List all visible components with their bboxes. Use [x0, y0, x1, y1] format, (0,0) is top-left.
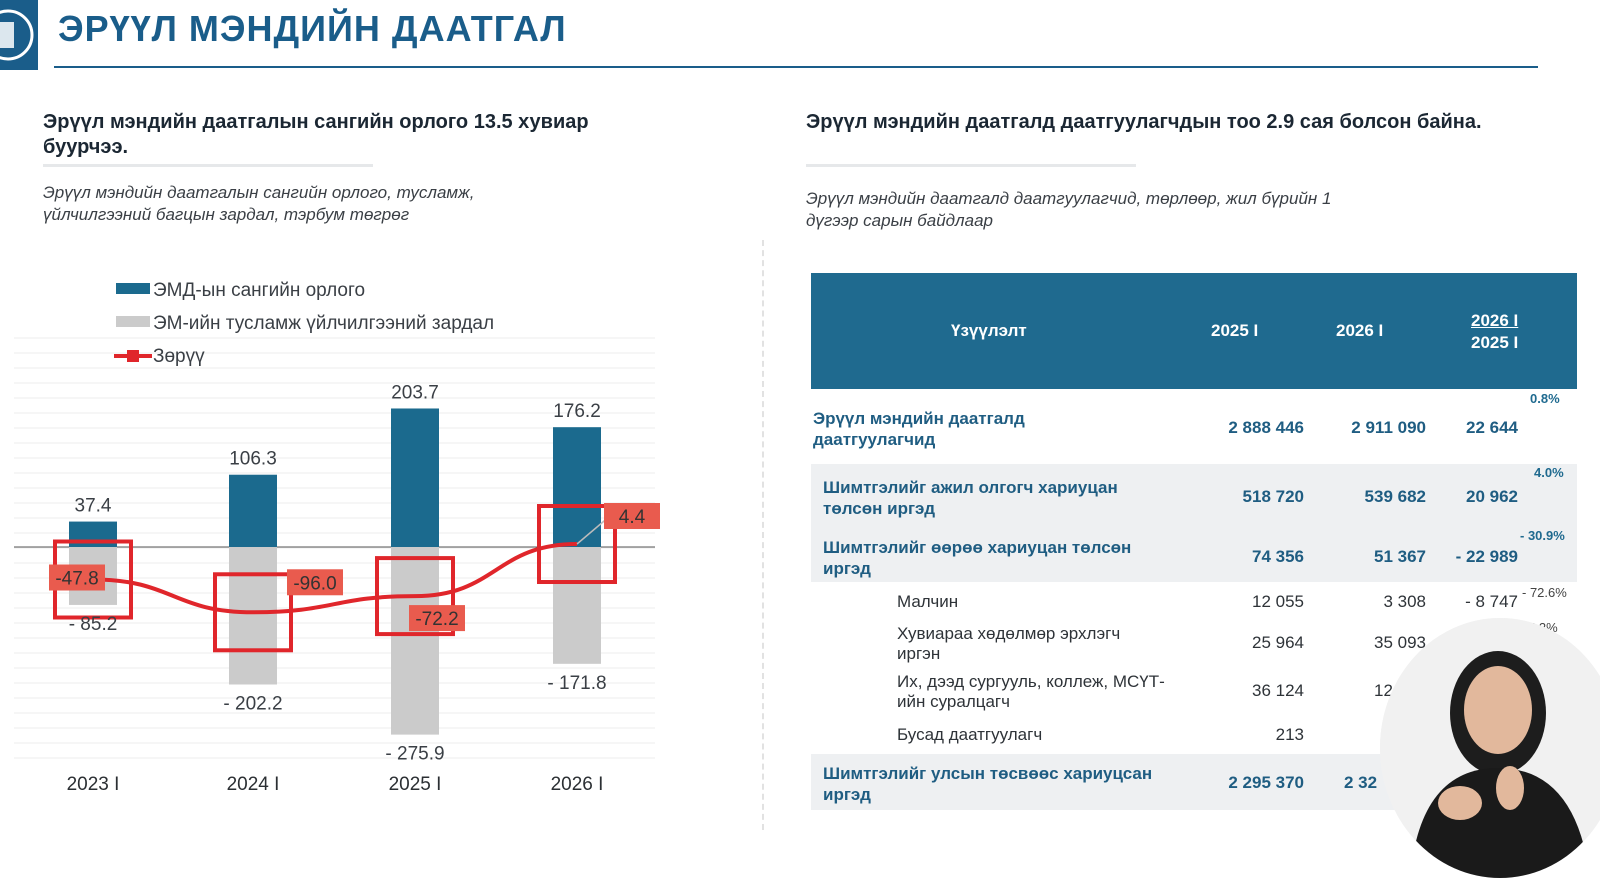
revenue-bar	[391, 408, 439, 547]
difference-highlight-box	[213, 572, 293, 653]
row-employer-label: Шимтгэлийг ажил олгогч хариуцан төлсөн и…	[823, 478, 1118, 518]
category-label: 2026 I	[551, 774, 604, 795]
left-section-subtitle: Эрүүл мэндийн даатгалын сангийн орлого, …	[43, 183, 475, 224]
row-employer-diff: 20 962	[1466, 487, 1518, 506]
right-section-title: Эрүүл мэндийн даатгалд даатгуулагчдын то…	[806, 111, 1482, 133]
legend-swatch-diff-marker	[127, 350, 139, 362]
difference-highlight-box	[375, 556, 455, 637]
revenue-bar	[229, 474, 277, 547]
legend-swatch-expense	[116, 316, 150, 327]
revenue-value-label: 176.2	[553, 401, 601, 422]
row-employer-2025: 518 720	[1242, 487, 1304, 506]
row-student-label: Их, дээд сургууль, коллеж, МСҮТ-ийн сура…	[897, 672, 1165, 711]
header-ratio-bottom: 2025 I	[1471, 333, 1519, 352]
chart-gridlines	[14, 337, 655, 759]
row-herder-2025: 12 055	[1252, 592, 1304, 611]
difference-line	[92, 542, 578, 615]
category-label: 2023 I	[67, 774, 120, 795]
row-employer-pct: 4.0%	[1534, 465, 1564, 480]
expense-value-label: - 202.2	[223, 693, 282, 714]
row-self-diff: - 22 989	[1455, 547, 1518, 566]
row-other-2025: 213	[1275, 725, 1304, 744]
expense-bar	[553, 547, 601, 664]
row-other-label: Бусад даатгуулагч	[897, 725, 1043, 744]
chart-legend: ЭМД-ын сангийн орлого ЭМ-ийн тусламж үйл…	[114, 280, 494, 367]
revenue-bar	[553, 427, 601, 547]
row-state-2026: 2 32	[1344, 773, 1378, 792]
difference-label-bg	[49, 564, 105, 591]
revenue-value-label: 106.3	[229, 449, 277, 470]
difference-label-bg	[604, 503, 660, 530]
row-herder-2026: 3 308	[1383, 592, 1426, 611]
row-self-label: Шимтгэлийг өөрөө хариуцан төлсөн иргэд	[823, 538, 1132, 578]
row-self-2026: 51 367	[1374, 547, 1426, 566]
difference-value-label: -96.0	[293, 573, 336, 594]
header-2025: 2025 I	[1211, 321, 1259, 340]
table-band-1	[811, 464, 1577, 582]
right-title-underline	[806, 164, 1136, 167]
row-state-2025: 2 295 370	[1228, 773, 1304, 792]
row-employer-2026: 539 682	[1364, 487, 1426, 506]
revenue-value-label: 37.4	[75, 496, 112, 517]
table-header: Үзүүлэлт 2025 I 2026 I 2026 I 2025 I	[811, 273, 1577, 389]
row-total-2025: 2 888 446	[1228, 418, 1304, 437]
revenue-expense-chart: 37.4 - 85.2 2023 I 106.3 - 202.2 2024 I 203.7 -…	[14, 280, 660, 795]
header-2026: 2026 I	[1336, 321, 1384, 340]
expense-bar	[391, 547, 439, 735]
legend-swatch-revenue	[116, 283, 150, 294]
row-herder-label: Малчин	[897, 592, 959, 611]
difference-value-label: -47.8	[55, 569, 98, 590]
sign-language-interpreter-video	[1380, 618, 1600, 878]
left-title-underline	[43, 164, 373, 167]
legend-label-diff: Зөрүү	[153, 346, 205, 367]
row-self-pct: - 30.9%	[1520, 528, 1565, 543]
expense-value-label: - 171.8	[547, 673, 606, 694]
revenue-value-label: 203.7	[391, 382, 439, 403]
row-total-pct: 0.8%	[1530, 391, 1560, 406]
row-student-2025: 36 124	[1252, 681, 1304, 700]
page-title: ЭРҮҮЛ МЭНДИЙН ДААТГАЛ	[58, 8, 567, 49]
row-herder-pct: - 72.6%	[1522, 585, 1567, 600]
section-divider	[762, 240, 764, 830]
title-divider	[54, 66, 1538, 68]
category-label: 2024 I	[227, 774, 280, 795]
row-total-diff: 22 644	[1466, 418, 1518, 437]
legend-label-revenue: ЭМД-ын сангийн орлого	[153, 280, 365, 301]
category-label: 2025 I	[389, 774, 442, 795]
left-section-title: Эрүүл мэндийн даатгалын сангийн орлого 1…	[43, 111, 589, 158]
row-total-label: Эрүүл мэндийн даатгалд даатгуулагчид	[813, 409, 1025, 449]
difference-highlight-box	[537, 504, 617, 585]
difference-value-label: -72.2	[415, 609, 458, 630]
header-indicator: Үзүүлэлт	[951, 321, 1027, 340]
row-state-label: Шимтгэлийг улсын төсвөөс хариуцсан иргэд	[823, 764, 1153, 804]
row-selfemployed-label: Хувиараа хөдөлмөр эрхлэгч иргэн	[897, 624, 1121, 663]
row-total-2026: 2 911 090	[1351, 418, 1426, 437]
emblem-logo	[0, 0, 38, 70]
legend-label-expense: ЭМ-ийн тусламж үйлчилгээний зардал	[153, 313, 494, 334]
row-self-2025: 74 356	[1252, 547, 1304, 566]
row-selfemployed-2025: 25 964	[1252, 633, 1304, 652]
expense-bar	[229, 547, 277, 685]
header-ratio-top: 2026 I	[1471, 311, 1519, 330]
right-section-subtitle: Эрүүл мэндийн даатгалд даатгуулагчид, тө…	[806, 189, 1332, 230]
expense-value-label: - 85.2	[69, 614, 118, 635]
expense-value-label: - 275.9	[385, 744, 444, 765]
difference-label-bg	[287, 569, 343, 596]
difference-value-label: 4.4	[619, 507, 646, 528]
row-selfemployed-2026: 35 093	[1374, 633, 1426, 652]
difference-label-bg	[409, 605, 465, 632]
row-herder-diff: - 8 747	[1465, 592, 1518, 611]
